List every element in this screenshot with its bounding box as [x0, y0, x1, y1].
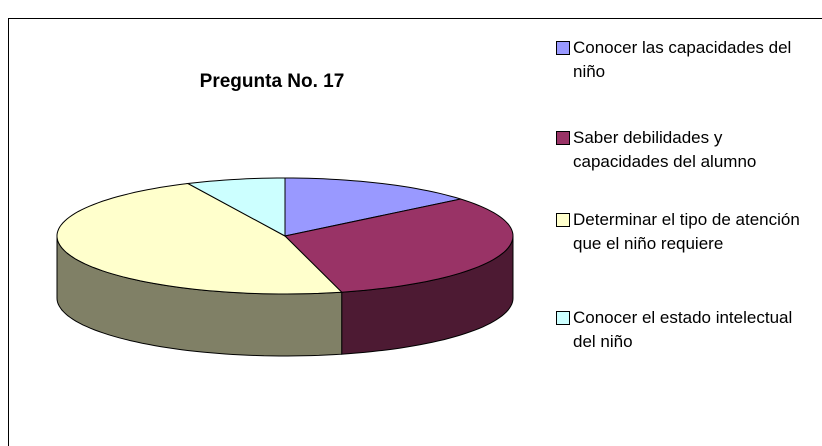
- legend-item: Saber debilidades y capacidades del alum…: [556, 126, 818, 174]
- legend-item: Determinar el tipo de atención que el ni…: [556, 208, 818, 256]
- legend-label: Determinar el tipo de atención que el ni…: [573, 210, 800, 253]
- legend-swatch: [556, 41, 570, 55]
- legend-label: Conocer el estado intelectual del niño: [573, 308, 793, 351]
- legend-item: Conocer las capacidades del niño: [556, 36, 818, 84]
- legend-label: Saber debilidades y capacidades del alum…: [573, 128, 757, 171]
- slice: [284, 177, 461, 237]
- slice: [186, 177, 286, 237]
- legend-label: Conocer las capacidades del niño: [573, 38, 792, 81]
- slice: [283, 198, 514, 293]
- legend-swatch: [556, 131, 570, 145]
- legend-item: Conocer el estado intelectual del niño: [556, 306, 818, 354]
- chart-title: Pregunta No. 17: [200, 71, 345, 92]
- legend-swatch: [556, 311, 570, 325]
- legend-swatch: [556, 213, 570, 227]
- slice: [56, 182, 343, 295]
